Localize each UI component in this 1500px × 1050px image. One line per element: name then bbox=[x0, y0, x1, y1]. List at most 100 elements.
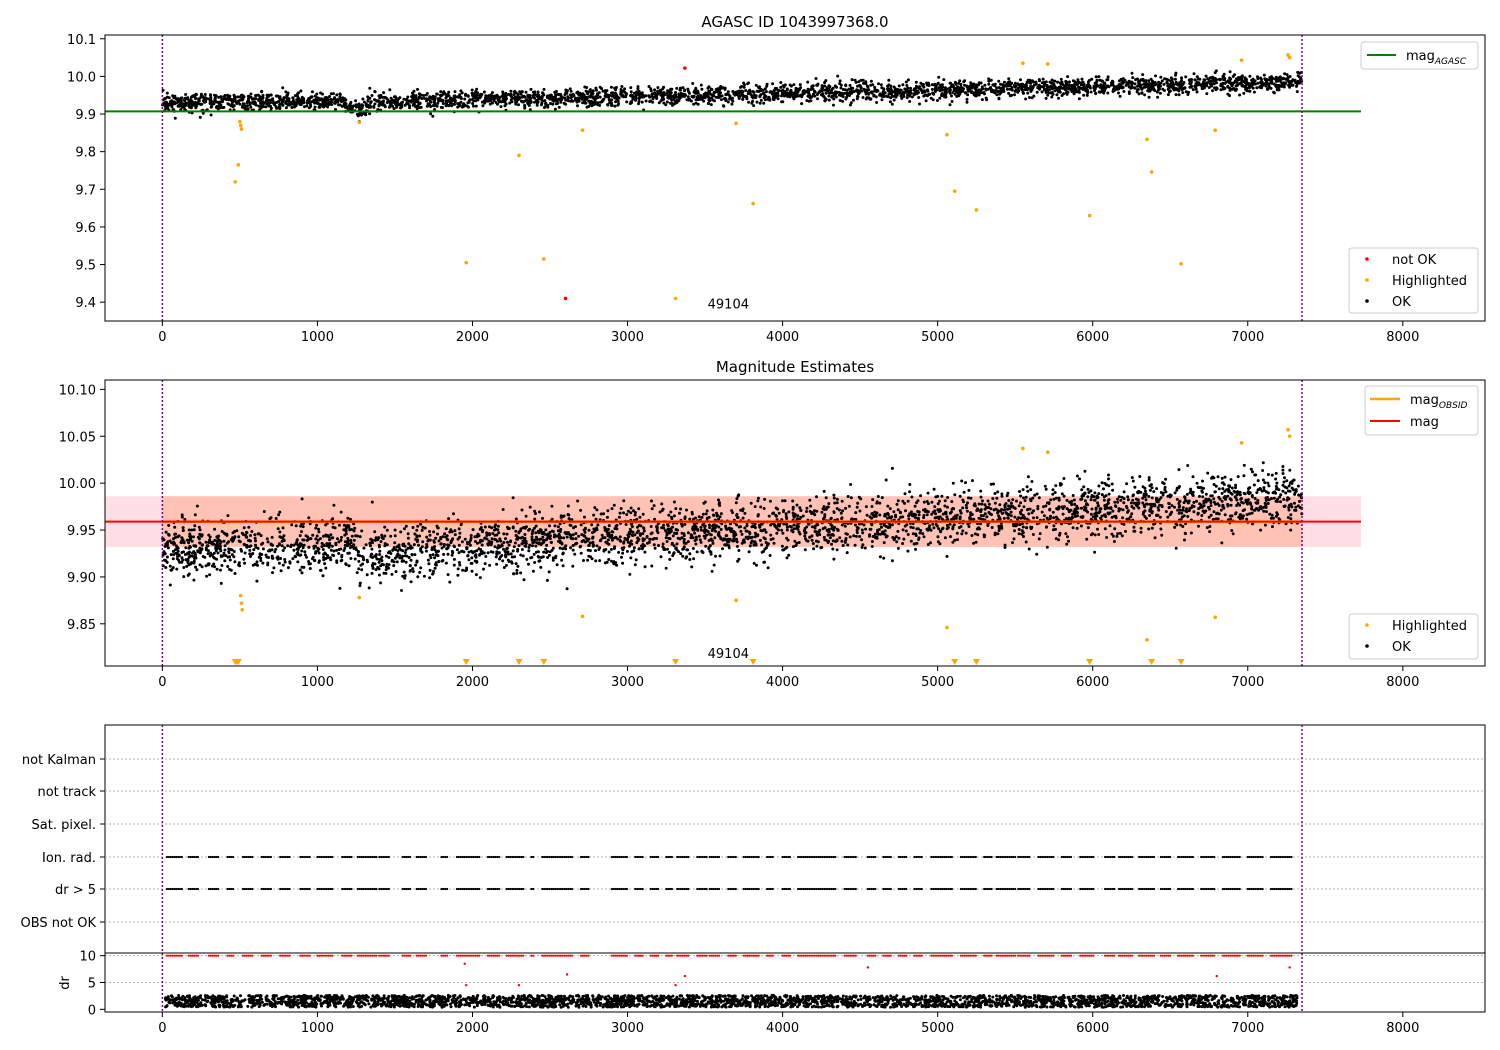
ok-point bbox=[675, 542, 679, 546]
ok-point bbox=[1045, 85, 1049, 89]
ok-point bbox=[213, 97, 217, 101]
highlighted-point bbox=[1087, 213, 1092, 218]
ok-point bbox=[772, 89, 776, 93]
ok-point bbox=[521, 95, 525, 99]
ok-point bbox=[587, 537, 591, 541]
ok-point bbox=[164, 566, 168, 569]
ok-point bbox=[926, 88, 929, 92]
ok-point bbox=[802, 89, 806, 92]
ok-point bbox=[219, 106, 222, 110]
ok-point bbox=[168, 539, 172, 543]
ok-point bbox=[1086, 495, 1090, 499]
ok-point bbox=[1174, 73, 1177, 77]
ok-point bbox=[1088, 86, 1092, 90]
ok-point bbox=[653, 546, 657, 550]
ok-point bbox=[1228, 94, 1231, 98]
ok-point bbox=[254, 103, 258, 107]
ok-point bbox=[411, 526, 415, 529]
ok-point bbox=[792, 95, 796, 99]
ok-point bbox=[609, 85, 613, 89]
ok-point bbox=[998, 503, 1002, 507]
ok-point bbox=[1174, 80, 1178, 84]
ok-point bbox=[569, 96, 573, 100]
ok-point bbox=[856, 501, 860, 505]
ok-point bbox=[916, 527, 920, 531]
ok-point bbox=[662, 523, 665, 527]
ok-point bbox=[964, 91, 968, 95]
ok-point bbox=[746, 82, 749, 86]
ok-point bbox=[187, 100, 191, 104]
ok-point bbox=[510, 95, 514, 99]
ok-point bbox=[1170, 82, 1174, 86]
ok-point bbox=[298, 568, 302, 572]
ok-point bbox=[898, 88, 902, 92]
ok-point bbox=[986, 87, 990, 91]
ok-point bbox=[1054, 515, 1058, 519]
ok-point bbox=[502, 547, 505, 551]
ok-point bbox=[300, 549, 304, 553]
ok-point bbox=[674, 507, 678, 511]
ok-point bbox=[591, 89, 595, 93]
ok-point bbox=[290, 106, 294, 109]
ok-point bbox=[550, 504, 554, 508]
ok-point bbox=[901, 83, 905, 87]
ok-point bbox=[635, 517, 639, 521]
ok-point bbox=[431, 114, 435, 118]
ok-point bbox=[692, 102, 696, 106]
ok-point bbox=[456, 95, 460, 99]
ok-point bbox=[213, 527, 217, 531]
ok-point bbox=[1065, 498, 1069, 502]
ok-point bbox=[248, 103, 252, 107]
ok-point bbox=[953, 92, 957, 96]
ok-point bbox=[926, 502, 930, 506]
ok-point bbox=[1292, 478, 1296, 482]
ok-point bbox=[869, 83, 873, 87]
ok-point bbox=[268, 517, 272, 521]
ok-point bbox=[345, 105, 349, 109]
ok-point bbox=[428, 576, 432, 580]
ok-point bbox=[644, 99, 648, 103]
ok-point bbox=[378, 102, 382, 106]
ok-point bbox=[1168, 85, 1172, 89]
ok-point bbox=[1059, 77, 1063, 81]
ok-point bbox=[965, 509, 969, 513]
ok-point bbox=[785, 556, 789, 560]
ok-point bbox=[1159, 75, 1163, 79]
ok-point bbox=[884, 478, 888, 482]
ok-point bbox=[286, 566, 290, 570]
ok-point bbox=[775, 531, 779, 535]
ok-point bbox=[681, 86, 685, 90]
ok-point bbox=[1281, 489, 1285, 493]
ok-point bbox=[191, 551, 194, 555]
ok-point bbox=[526, 101, 530, 105]
ok-point bbox=[1116, 497, 1119, 501]
ok-point bbox=[233, 95, 237, 99]
ok-point bbox=[909, 86, 912, 90]
ok-point bbox=[426, 102, 430, 106]
ok-point bbox=[1174, 93, 1178, 97]
ok-point bbox=[863, 90, 867, 94]
ok-point bbox=[977, 81, 981, 85]
ok-point bbox=[823, 99, 827, 103]
ok-point bbox=[760, 543, 764, 547]
panel2-plot-area: 49104 bbox=[105, 380, 1361, 666]
ok-point bbox=[562, 536, 566, 540]
ok-point bbox=[1105, 536, 1109, 539]
ok-point bbox=[405, 101, 409, 105]
ok-point bbox=[1099, 83, 1103, 87]
ok-point bbox=[983, 92, 986, 96]
ok-point bbox=[585, 97, 589, 101]
ok-point bbox=[712, 94, 716, 98]
ok-point bbox=[1031, 533, 1035, 536]
ok-point bbox=[1212, 510, 1216, 514]
ok-point bbox=[922, 89, 925, 93]
ok-point bbox=[937, 75, 941, 79]
ok-point bbox=[1281, 468, 1285, 472]
ok-point bbox=[395, 105, 399, 109]
highlighted-point bbox=[580, 128, 585, 133]
ok-point bbox=[246, 99, 250, 103]
ok-point bbox=[952, 86, 956, 90]
ok-point bbox=[860, 538, 864, 542]
ok-point bbox=[207, 97, 211, 101]
ok-point bbox=[901, 542, 905, 545]
